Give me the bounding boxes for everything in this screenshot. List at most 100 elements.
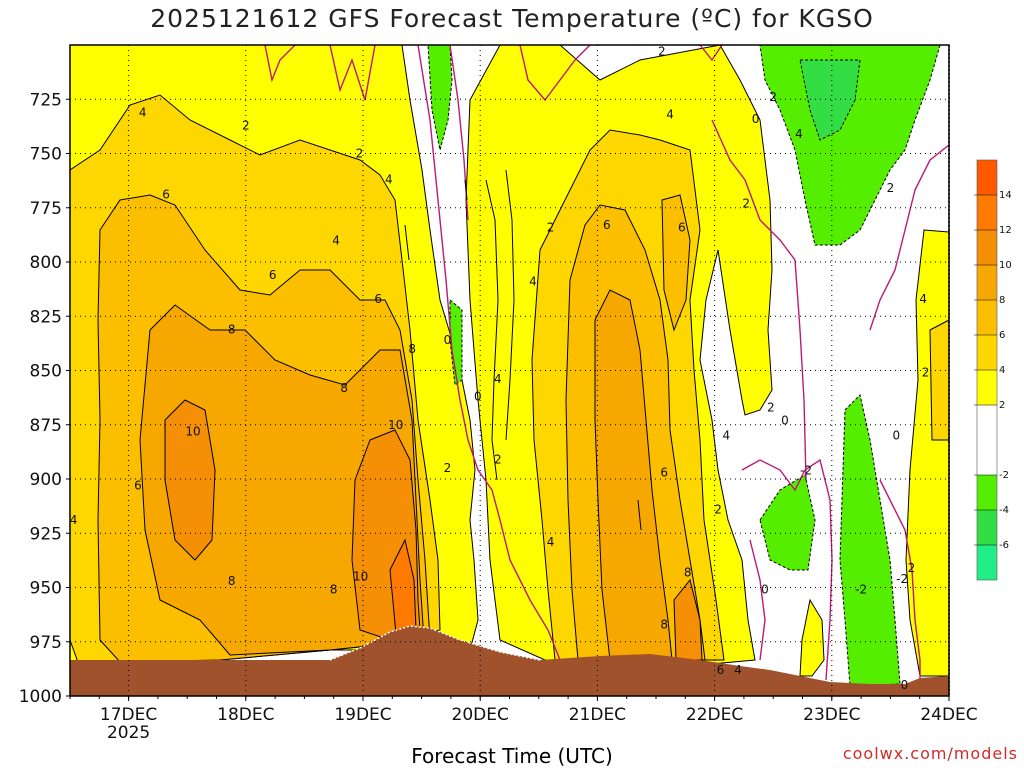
contour-label: -2 (855, 583, 867, 597)
y-tick-label: 725 (30, 90, 62, 110)
x-tick-label: 18DEC (217, 705, 274, 725)
colorbar-label: 6 (999, 330, 1005, 341)
fill-12to14 (389, 538, 417, 635)
contour-label: 10 (185, 424, 200, 438)
contour-label: 6 (374, 292, 382, 306)
y-tick-label: 850 (30, 362, 62, 382)
fill-6to8 (661, 194, 691, 332)
y-tick-label: 875 (30, 416, 62, 436)
contour-label: 8 (684, 565, 692, 579)
contour-label: 2 (242, 118, 250, 132)
x-tick-label: 23DEC (803, 705, 860, 725)
y-tick-label: 975 (30, 633, 62, 653)
contour-label: 8 (228, 322, 236, 336)
contour-label: 4 (919, 292, 927, 306)
contour-label: 6 (603, 218, 611, 232)
contour-label: 0 (901, 678, 909, 692)
colorbar-bin (977, 370, 997, 405)
contour-label: 0 (444, 333, 452, 347)
colorbar-bin (977, 545, 997, 580)
fill-minus2to-4 (839, 394, 901, 687)
contour-label: 6 (269, 268, 277, 282)
y-tick-label: 825 (30, 307, 62, 327)
contour-label: 4 (70, 513, 78, 527)
contour-label: -2 (896, 572, 908, 586)
contour-label: 0 (474, 390, 482, 404)
contour-label: 2 (547, 220, 555, 234)
contour-label: 4 (385, 173, 393, 187)
colorbar-bin (977, 475, 997, 510)
x-tick-label: 22DEC (686, 705, 743, 725)
credit-text: coolwx.com/models (842, 744, 1018, 763)
contour-label: 4 (529, 275, 537, 289)
contour-label: 4 (139, 105, 147, 119)
colorbar-label: 10 (999, 260, 1012, 271)
x-axis-title: Forecast Time (UTC) (411, 744, 613, 768)
contour-label: 6 (660, 465, 668, 479)
colorbar-bin (977, 265, 997, 300)
y-tick-label: 750 (30, 145, 62, 165)
x-tick-label: 17DEC (100, 705, 157, 725)
x-tick-label: 20DEC (452, 705, 509, 725)
chart-title: 2025121612 GFS Forecast Temperature (ºC)… (150, 4, 874, 33)
contour-label: 10 (388, 418, 403, 432)
terrain-edge (329, 625, 541, 661)
contour-label: 8 (340, 381, 348, 395)
colorbar-label: 14 (999, 190, 1012, 201)
colorbar-bin (977, 510, 997, 545)
contour-label: 2 (922, 366, 930, 380)
colorbar-label: 4 (999, 365, 1005, 376)
contour-label: 8 (660, 617, 668, 631)
colorbar-label: 8 (999, 295, 1005, 306)
contour-label: 0 (752, 112, 760, 126)
contour-label: 6 (134, 479, 142, 493)
contour-label: 10 (353, 570, 368, 584)
colorbar-bin (977, 195, 997, 230)
y-tick-label: 800 (30, 253, 62, 273)
extra-contours (404, 169, 642, 531)
contour-label: 2 (658, 45, 666, 59)
y-tick-label: 775 (30, 199, 62, 219)
contour-label: 4 (494, 372, 502, 386)
colorbar-label: -6 (999, 540, 1009, 551)
contour-label: 2 (908, 561, 916, 575)
fill-2to4 (799, 598, 825, 677)
contour-label: 8 (330, 583, 338, 597)
fill-minus2to-4 (427, 45, 453, 151)
contour-label: 0 (781, 413, 789, 427)
contour-label: 0 (892, 429, 900, 443)
contour-label: 4 (332, 233, 340, 247)
contour-label: 4 (666, 107, 674, 121)
contour-label: 8 (408, 342, 416, 356)
contour-label: 4 (795, 127, 803, 141)
fill-4to6 (929, 319, 949, 441)
colorbar-bin (977, 405, 997, 475)
fill-minus2to-4 (759, 474, 816, 571)
contour-label: 2 (444, 461, 452, 475)
fill-10to12 (164, 399, 216, 561)
fill-minus2to-4 (759, 45, 941, 246)
contour-label: 0 (761, 583, 769, 597)
terrain-silhouette (70, 626, 949, 696)
colorbar-bin (977, 335, 997, 370)
contour-label: 2 (767, 400, 775, 414)
colorbar-label: -2 (999, 470, 1009, 481)
x-tick-label: 21DEC (569, 705, 626, 725)
temperature-fill-layer (70, 45, 949, 696)
contour-label: 2 (769, 90, 777, 104)
contour-label: 8 (228, 574, 236, 588)
grid-lines (70, 45, 949, 696)
contour-label: 2 (714, 502, 722, 516)
contour-label: 6 (678, 220, 686, 234)
colorbar: 14 12 10 8 6 4 2 -2 -4 -6 (974, 159, 1012, 581)
y-tick-label: 1000 (19, 687, 62, 707)
colorbar-bin (977, 300, 997, 335)
y-tick-label: 900 (30, 470, 62, 490)
contour-label: 2 (356, 147, 364, 161)
contour-label: 2 (742, 196, 750, 210)
colorbar-label: -4 (999, 505, 1009, 516)
colorbar-label: 2 (999, 400, 1005, 411)
